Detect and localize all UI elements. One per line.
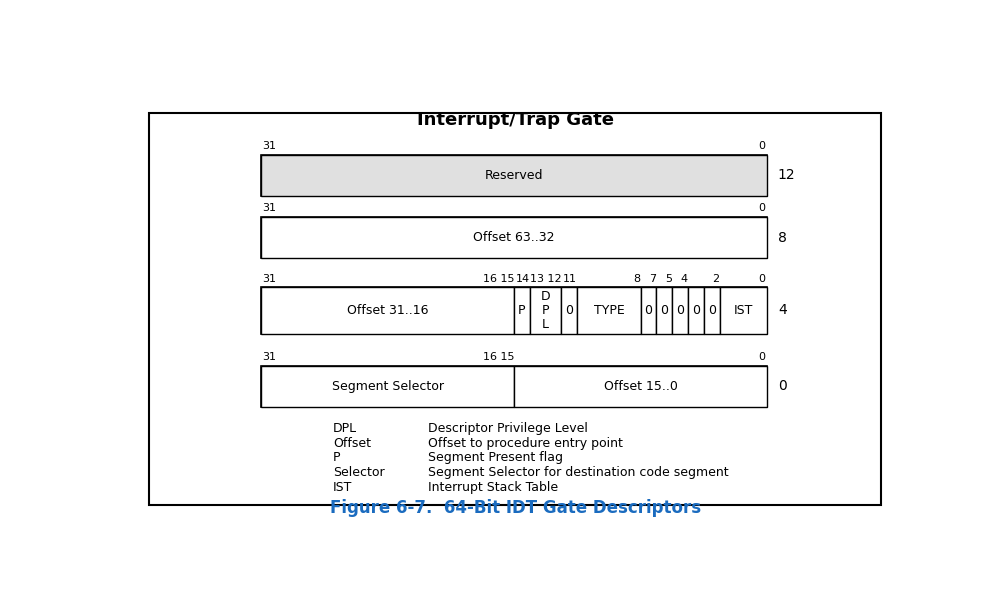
Text: IST: IST — [732, 304, 753, 317]
Bar — [513, 288, 529, 334]
Bar — [718, 288, 767, 334]
Text: 0: 0 — [758, 141, 765, 151]
Text: Segment Present flag: Segment Present flag — [427, 451, 562, 465]
Bar — [529, 288, 561, 334]
Text: 0: 0 — [758, 352, 765, 362]
Text: 31: 31 — [263, 352, 277, 362]
Text: D
P
L: D P L — [540, 290, 550, 331]
Text: 0: 0 — [659, 304, 667, 317]
Text: 8: 8 — [633, 273, 640, 283]
Text: Segment Selector for destination code segment: Segment Selector for destination code se… — [427, 466, 727, 479]
Bar — [261, 155, 767, 196]
Text: 2: 2 — [711, 273, 718, 283]
Text: Offset 31..16: Offset 31..16 — [347, 304, 428, 317]
Text: 13 12: 13 12 — [529, 273, 561, 283]
Bar — [261, 288, 767, 334]
Bar — [148, 112, 880, 505]
Text: 4: 4 — [680, 273, 687, 283]
Text: IST: IST — [333, 481, 352, 493]
Bar — [261, 366, 767, 407]
Bar — [513, 366, 767, 407]
Text: 0: 0 — [707, 304, 715, 317]
Text: P: P — [333, 451, 341, 465]
Text: Reserved: Reserved — [484, 169, 543, 182]
Text: 16 15: 16 15 — [482, 352, 513, 362]
Text: Offset 15..0: Offset 15..0 — [603, 380, 676, 393]
Text: TYPE: TYPE — [593, 304, 623, 317]
Text: Interrupt Stack Table: Interrupt Stack Table — [427, 481, 557, 493]
Bar — [703, 288, 718, 334]
Text: 31: 31 — [263, 141, 277, 151]
Text: 7: 7 — [648, 273, 655, 283]
Text: 0: 0 — [778, 379, 786, 393]
Text: Interrupt/Trap Gate: Interrupt/Trap Gate — [416, 111, 613, 129]
Bar — [687, 288, 703, 334]
Bar — [671, 288, 687, 334]
Text: 12: 12 — [778, 168, 795, 182]
Text: 4: 4 — [778, 303, 786, 318]
Text: 0: 0 — [691, 304, 699, 317]
Text: Offset 63..32: Offset 63..32 — [473, 231, 554, 244]
Text: Offset: Offset — [333, 437, 371, 450]
Bar — [655, 288, 671, 334]
Bar — [261, 155, 767, 196]
Text: Descriptor Privilege Level: Descriptor Privilege Level — [427, 422, 587, 435]
Text: DPL: DPL — [333, 422, 357, 435]
Text: P: P — [518, 304, 525, 317]
Bar — [261, 288, 513, 334]
Text: 31: 31 — [263, 203, 277, 213]
Bar — [640, 288, 655, 334]
Text: 0: 0 — [644, 304, 652, 317]
Bar — [261, 217, 767, 258]
Bar — [577, 288, 640, 334]
Text: 5: 5 — [664, 273, 671, 283]
Text: 8: 8 — [778, 231, 786, 245]
Text: 14: 14 — [515, 273, 529, 283]
Text: Selector: Selector — [333, 466, 385, 479]
Text: 31: 31 — [263, 273, 277, 283]
Text: 0: 0 — [675, 304, 683, 317]
Text: 0: 0 — [758, 203, 765, 213]
Text: Segment Selector: Segment Selector — [332, 380, 443, 393]
Bar — [561, 288, 577, 334]
Text: 0: 0 — [565, 304, 573, 317]
Bar — [261, 366, 513, 407]
Text: Offset to procedure entry point: Offset to procedure entry point — [427, 437, 622, 450]
Bar — [261, 217, 767, 258]
Text: 11: 11 — [563, 273, 577, 283]
Text: 16 15: 16 15 — [482, 273, 513, 283]
Text: Figure 6-7.  64-Bit IDT Gate Descriptors: Figure 6-7. 64-Bit IDT Gate Descriptors — [330, 499, 700, 517]
Text: 0: 0 — [758, 273, 765, 283]
